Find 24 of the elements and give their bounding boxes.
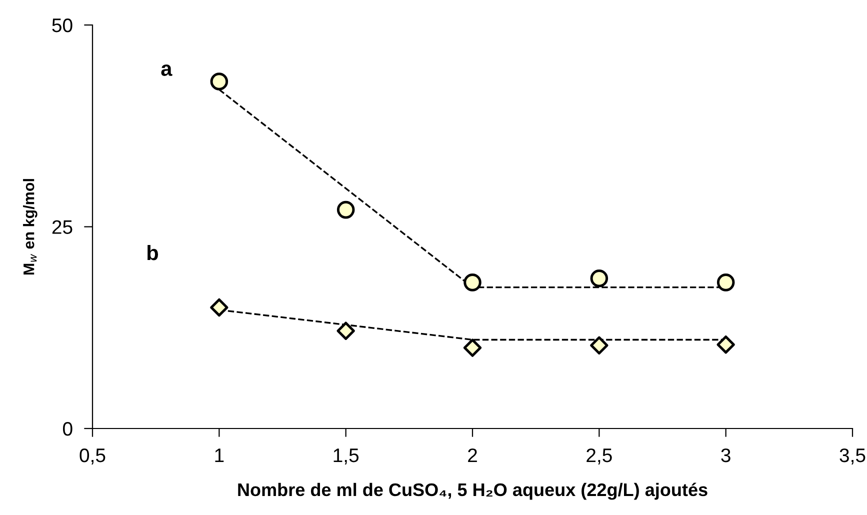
x-tick-label: 1,5: [334, 448, 359, 465]
point: [210, 72, 228, 90]
point: [336, 200, 355, 219]
point: [464, 274, 482, 292]
x-tick-label: 3: [721, 448, 730, 462]
annotation: b: [148, 244, 158, 260]
x-tick-label: 2: [468, 448, 477, 462]
y-tick-label: 25: [52, 220, 72, 234]
point: [336, 322, 355, 340]
point: [590, 336, 608, 354]
y-axis-title: M$_{w}$ en kg/mol: [23, 179, 38, 275]
y-tick-label: 0: [63, 422, 72, 436]
point: [716, 274, 735, 292]
x-tick-label: 3,5: [840, 448, 866, 465]
x-axis-title: Nombre de ml de CuSO₄, 5 H₂O aqueux (22g/L) ajoutés: [238, 482, 708, 500]
point: [590, 270, 608, 288]
point: [210, 298, 228, 317]
x-tick-label: 1: [215, 448, 224, 462]
x-tick-label: 2,5: [586, 448, 612, 465]
x-tick-label: 0,5: [80, 448, 106, 465]
annotation: a: [161, 64, 172, 76]
y-tick-label: 50: [52, 18, 72, 32]
point: [463, 338, 482, 357]
point: [716, 335, 735, 354]
